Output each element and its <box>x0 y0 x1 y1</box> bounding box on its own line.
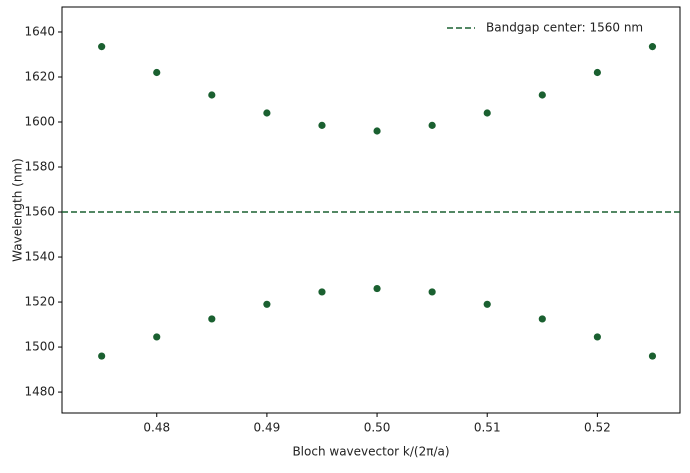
y-axis-label: Wavelength (nm) <box>11 158 25 262</box>
point <box>153 333 161 341</box>
point <box>208 315 216 323</box>
point <box>538 315 546 323</box>
y-tick-label: 1560 <box>24 205 55 219</box>
point <box>98 43 106 51</box>
point <box>648 352 657 360</box>
plot-frame <box>61 6 681 414</box>
y-tick-label: 1620 <box>24 69 55 83</box>
point <box>208 91 216 99</box>
point <box>483 300 491 308</box>
point <box>648 43 657 51</box>
x-tick-label: 0.51 <box>474 421 501 435</box>
point <box>153 68 161 77</box>
y-tick-label: 1580 <box>24 160 55 174</box>
point <box>483 109 491 117</box>
y-tick-label: 1640 <box>24 24 55 38</box>
point <box>538 91 546 99</box>
x-tick-label: 0.50 <box>364 421 391 435</box>
legend-label: Bandgap center: 1560 nm <box>486 21 643 35</box>
x-tick-label: 0.48 <box>143 421 170 435</box>
y-tick-label: 1600 <box>24 115 55 129</box>
point <box>263 300 271 308</box>
point <box>263 109 271 117</box>
x-tick-label: 0.52 <box>584 421 611 435</box>
x-axis-label: Bloch wavevector k/(2π/a) <box>292 445 449 459</box>
point <box>98 352 106 360</box>
y-tick-label: 1520 <box>24 295 55 309</box>
point <box>318 288 326 296</box>
point <box>373 284 381 293</box>
y-tick-label: 1480 <box>24 385 55 399</box>
y-tick-label: 1540 <box>24 250 55 264</box>
point <box>428 288 436 296</box>
point <box>373 127 381 135</box>
point <box>593 68 601 77</box>
point <box>318 121 326 129</box>
x-tick-label: 0.49 <box>254 421 281 435</box>
y-tick-label: 1500 <box>24 340 55 354</box>
point <box>428 121 436 129</box>
point <box>593 333 601 341</box>
